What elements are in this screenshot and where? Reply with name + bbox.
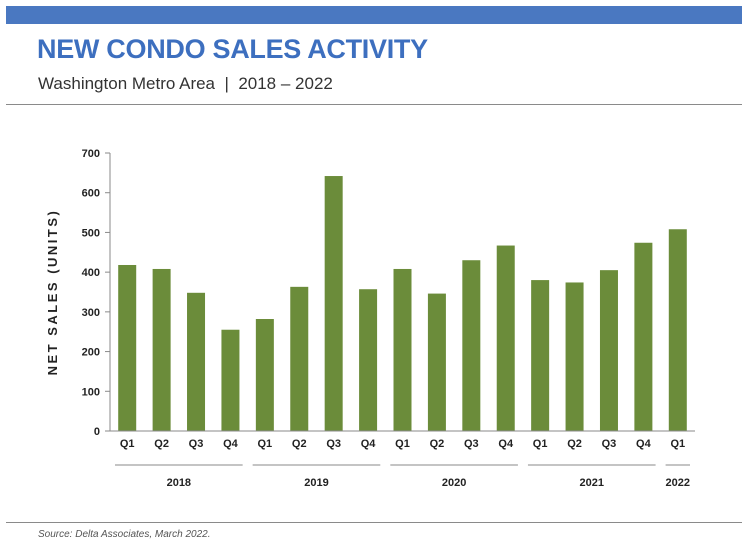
bar	[118, 264, 137, 431]
x-tick-label: Q3	[602, 438, 617, 450]
x-tick-label: Q2	[567, 438, 582, 450]
y-tick-label: 300	[82, 307, 100, 319]
y-tick-label: 500	[82, 227, 100, 239]
y-tick-label: 200	[82, 347, 100, 359]
x-tick-label: Q4	[498, 438, 514, 450]
x-tick-label: Q1	[395, 438, 410, 450]
x-tick-label: Q2	[154, 438, 169, 450]
year-group-label: 2021	[580, 477, 604, 489]
year-group-label: 2019	[304, 477, 328, 489]
bar	[599, 270, 618, 431]
bar	[324, 176, 343, 431]
bar	[393, 268, 412, 431]
x-tick-label: Q4	[636, 438, 652, 450]
y-tick-label: 100	[82, 386, 100, 398]
bar	[634, 242, 653, 431]
x-axis: Q1 Q2 Q3 Q4 Q1 Q2 Q3 Q4 Q1 Q2 Q3 Q4 Q1 Q2 Q3 Q4 Q1 2018 20…	[110, 430, 695, 489]
bar	[359, 289, 378, 431]
y-tick-label: 700	[82, 148, 100, 160]
bar	[668, 229, 687, 431]
year-group-label: 2020	[442, 477, 466, 489]
bar	[565, 282, 584, 431]
bar	[152, 268, 171, 431]
bar	[531, 280, 550, 431]
x-tick-label: Q1	[533, 438, 548, 450]
y-axis-label: NET SALES (UNITS)	[45, 209, 60, 376]
header-divider	[6, 104, 742, 105]
year-group-label: 2022	[666, 477, 690, 489]
x-tick-label: Q2	[292, 438, 307, 450]
x-tick-label: Q1	[670, 438, 685, 450]
x-tick-label: Q3	[326, 438, 341, 450]
page-title: NEW CONDO SALES ACTIVITY	[37, 34, 428, 64]
bar	[290, 286, 309, 431]
x-tick-label: Q3	[464, 438, 479, 450]
y-axis: 0 100 200 300 400 500 600 700	[82, 148, 111, 438]
bar	[427, 293, 446, 431]
source-note: Source: Delta Associates, March 2022.	[38, 529, 211, 540]
year-group-label: 2018	[167, 477, 191, 489]
x-tick-label: Q2	[430, 438, 445, 450]
x-tick-label: Q1	[120, 438, 135, 450]
page-subtitle: Washington Metro Area | 2018 – 2022	[38, 74, 333, 93]
x-tick-label: Q4	[361, 438, 377, 450]
y-tick-label: 600	[82, 188, 100, 200]
x-tick-label: Q1	[258, 438, 273, 450]
bar	[187, 292, 206, 431]
bar	[462, 260, 481, 431]
bars-group	[118, 176, 687, 431]
header-banner	[6, 6, 742, 24]
bar	[255, 319, 274, 431]
bar	[221, 329, 240, 431]
bar	[496, 245, 515, 431]
y-tick-label: 0	[94, 426, 100, 438]
y-tick-label: 400	[82, 267, 100, 279]
x-tick-label: Q3	[189, 438, 204, 450]
x-tick-label: Q4	[223, 438, 239, 450]
footer-divider	[6, 522, 742, 523]
